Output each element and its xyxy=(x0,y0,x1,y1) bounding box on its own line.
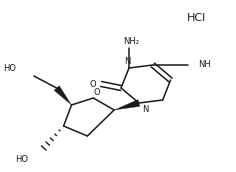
Text: O: O xyxy=(94,88,101,96)
Polygon shape xyxy=(114,100,140,110)
Text: HCl: HCl xyxy=(187,13,206,23)
Text: NH₂: NH₂ xyxy=(123,36,139,46)
Text: O: O xyxy=(90,79,96,89)
Text: NH: NH xyxy=(198,60,211,68)
Text: N: N xyxy=(142,105,148,114)
Text: HO: HO xyxy=(15,154,28,164)
Text: N: N xyxy=(124,56,130,66)
Polygon shape xyxy=(54,86,72,105)
Text: HO: HO xyxy=(3,63,16,73)
